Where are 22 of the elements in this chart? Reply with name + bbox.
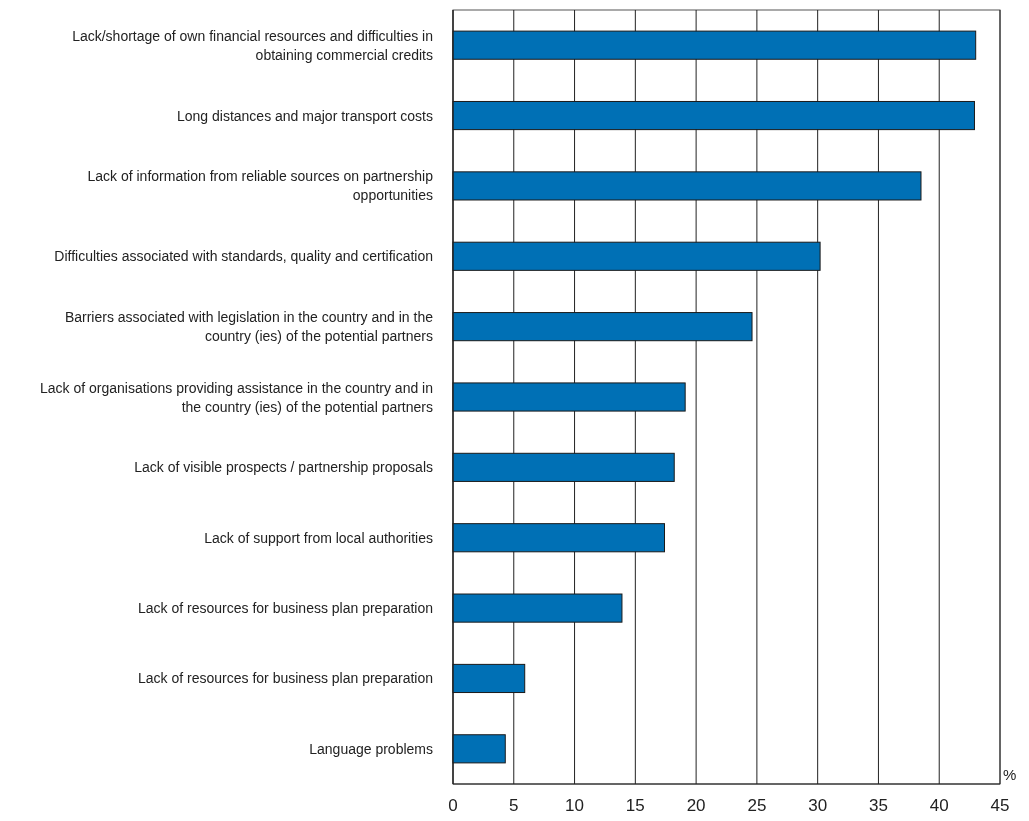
x-tick-label: 15 <box>625 796 645 815</box>
y-tick-label: Lack of support from local authorities <box>204 529 433 546</box>
y-tick-label: Lack of organisations providing assistance in the country and in the country (ies) of the potential partners <box>39 379 433 415</box>
y-tick-label: Lack of information from reliable sources on partnership opportunities <box>87 168 434 204</box>
x-tick-label: 5 <box>509 796 519 815</box>
y-tick-label: Barriers associated with legislation in the country and in the country (ies) of the potential partners <box>64 309 434 345</box>
y-tick-label: Long distances and major transport costs <box>176 107 433 124</box>
x-tick-label: 30 <box>808 796 828 815</box>
y-tick-label: Lack of visible prospects / partnership proposals <box>134 459 433 476</box>
x-tick-label: 35 <box>868 796 888 815</box>
x-tick-label: 0 <box>448 796 458 815</box>
y-tick-label: Lack of resources for business plan preparation <box>138 600 433 617</box>
x-tick-label: 20 <box>686 796 706 815</box>
y-tick-label: Difficulties associated with standards, quality and certification <box>54 248 433 265</box>
x-tick-label: 25 <box>747 796 767 815</box>
x-tick-label: 40 <box>929 796 949 815</box>
y-tick-label: Lack of resources for business plan preparation <box>138 670 433 687</box>
y-tick-label: Lack/shortage of own financial resources and difficulties in obtaining commercial credits <box>72 27 433 63</box>
x-tick-label: 10 <box>565 796 585 815</box>
x-tick-label: 45 <box>990 796 1010 815</box>
x-axis-title: % <box>1003 766 1017 783</box>
y-tick-label: Language problems <box>309 740 433 757</box>
